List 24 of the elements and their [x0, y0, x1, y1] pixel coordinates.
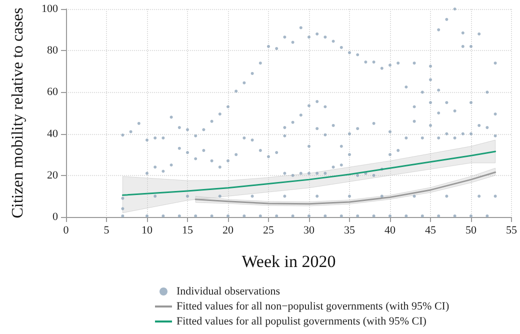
y-tick-label: 100 — [42, 3, 58, 15]
legend-label: Fitted values for all populist governments (with 95% CI) — [176, 316, 427, 328]
y-tick-label: 20 — [47, 169, 58, 182]
x-axis-title: Week in 2020 — [242, 252, 336, 271]
x-tick-label: 55 — [506, 224, 518, 236]
legend-label: Fitted values for all non−populist governments (with 95% CI) — [176, 300, 450, 312]
y-axis-title: Citizen mobility relative to cases — [10, 8, 26, 218]
y-tick-label: 60 — [47, 86, 58, 98]
x-tick-label: 20 — [222, 224, 234, 236]
x-tick-label: 40 — [384, 224, 396, 236]
y-tick-label: 80 — [47, 44, 58, 57]
x-tick-label: 50 — [466, 224, 477, 236]
x-tick-label: 45 — [425, 224, 436, 236]
y-tick-label: 40 — [47, 128, 58, 140]
x-tick-label: 15 — [182, 224, 194, 236]
y-tick-label: 0 — [52, 211, 58, 223]
legend-label: Individual observations — [176, 286, 280, 298]
x-tick-label: 30 — [304, 224, 315, 236]
line-series — [122, 150, 496, 196]
x-tick-label: 0 — [63, 224, 70, 236]
x-tick-label: 5 — [104, 224, 110, 236]
x-tick-label: 10 — [142, 224, 153, 236]
x-tick-label: 35 — [344, 224, 356, 236]
x-tick-label: 25 — [263, 224, 274, 236]
